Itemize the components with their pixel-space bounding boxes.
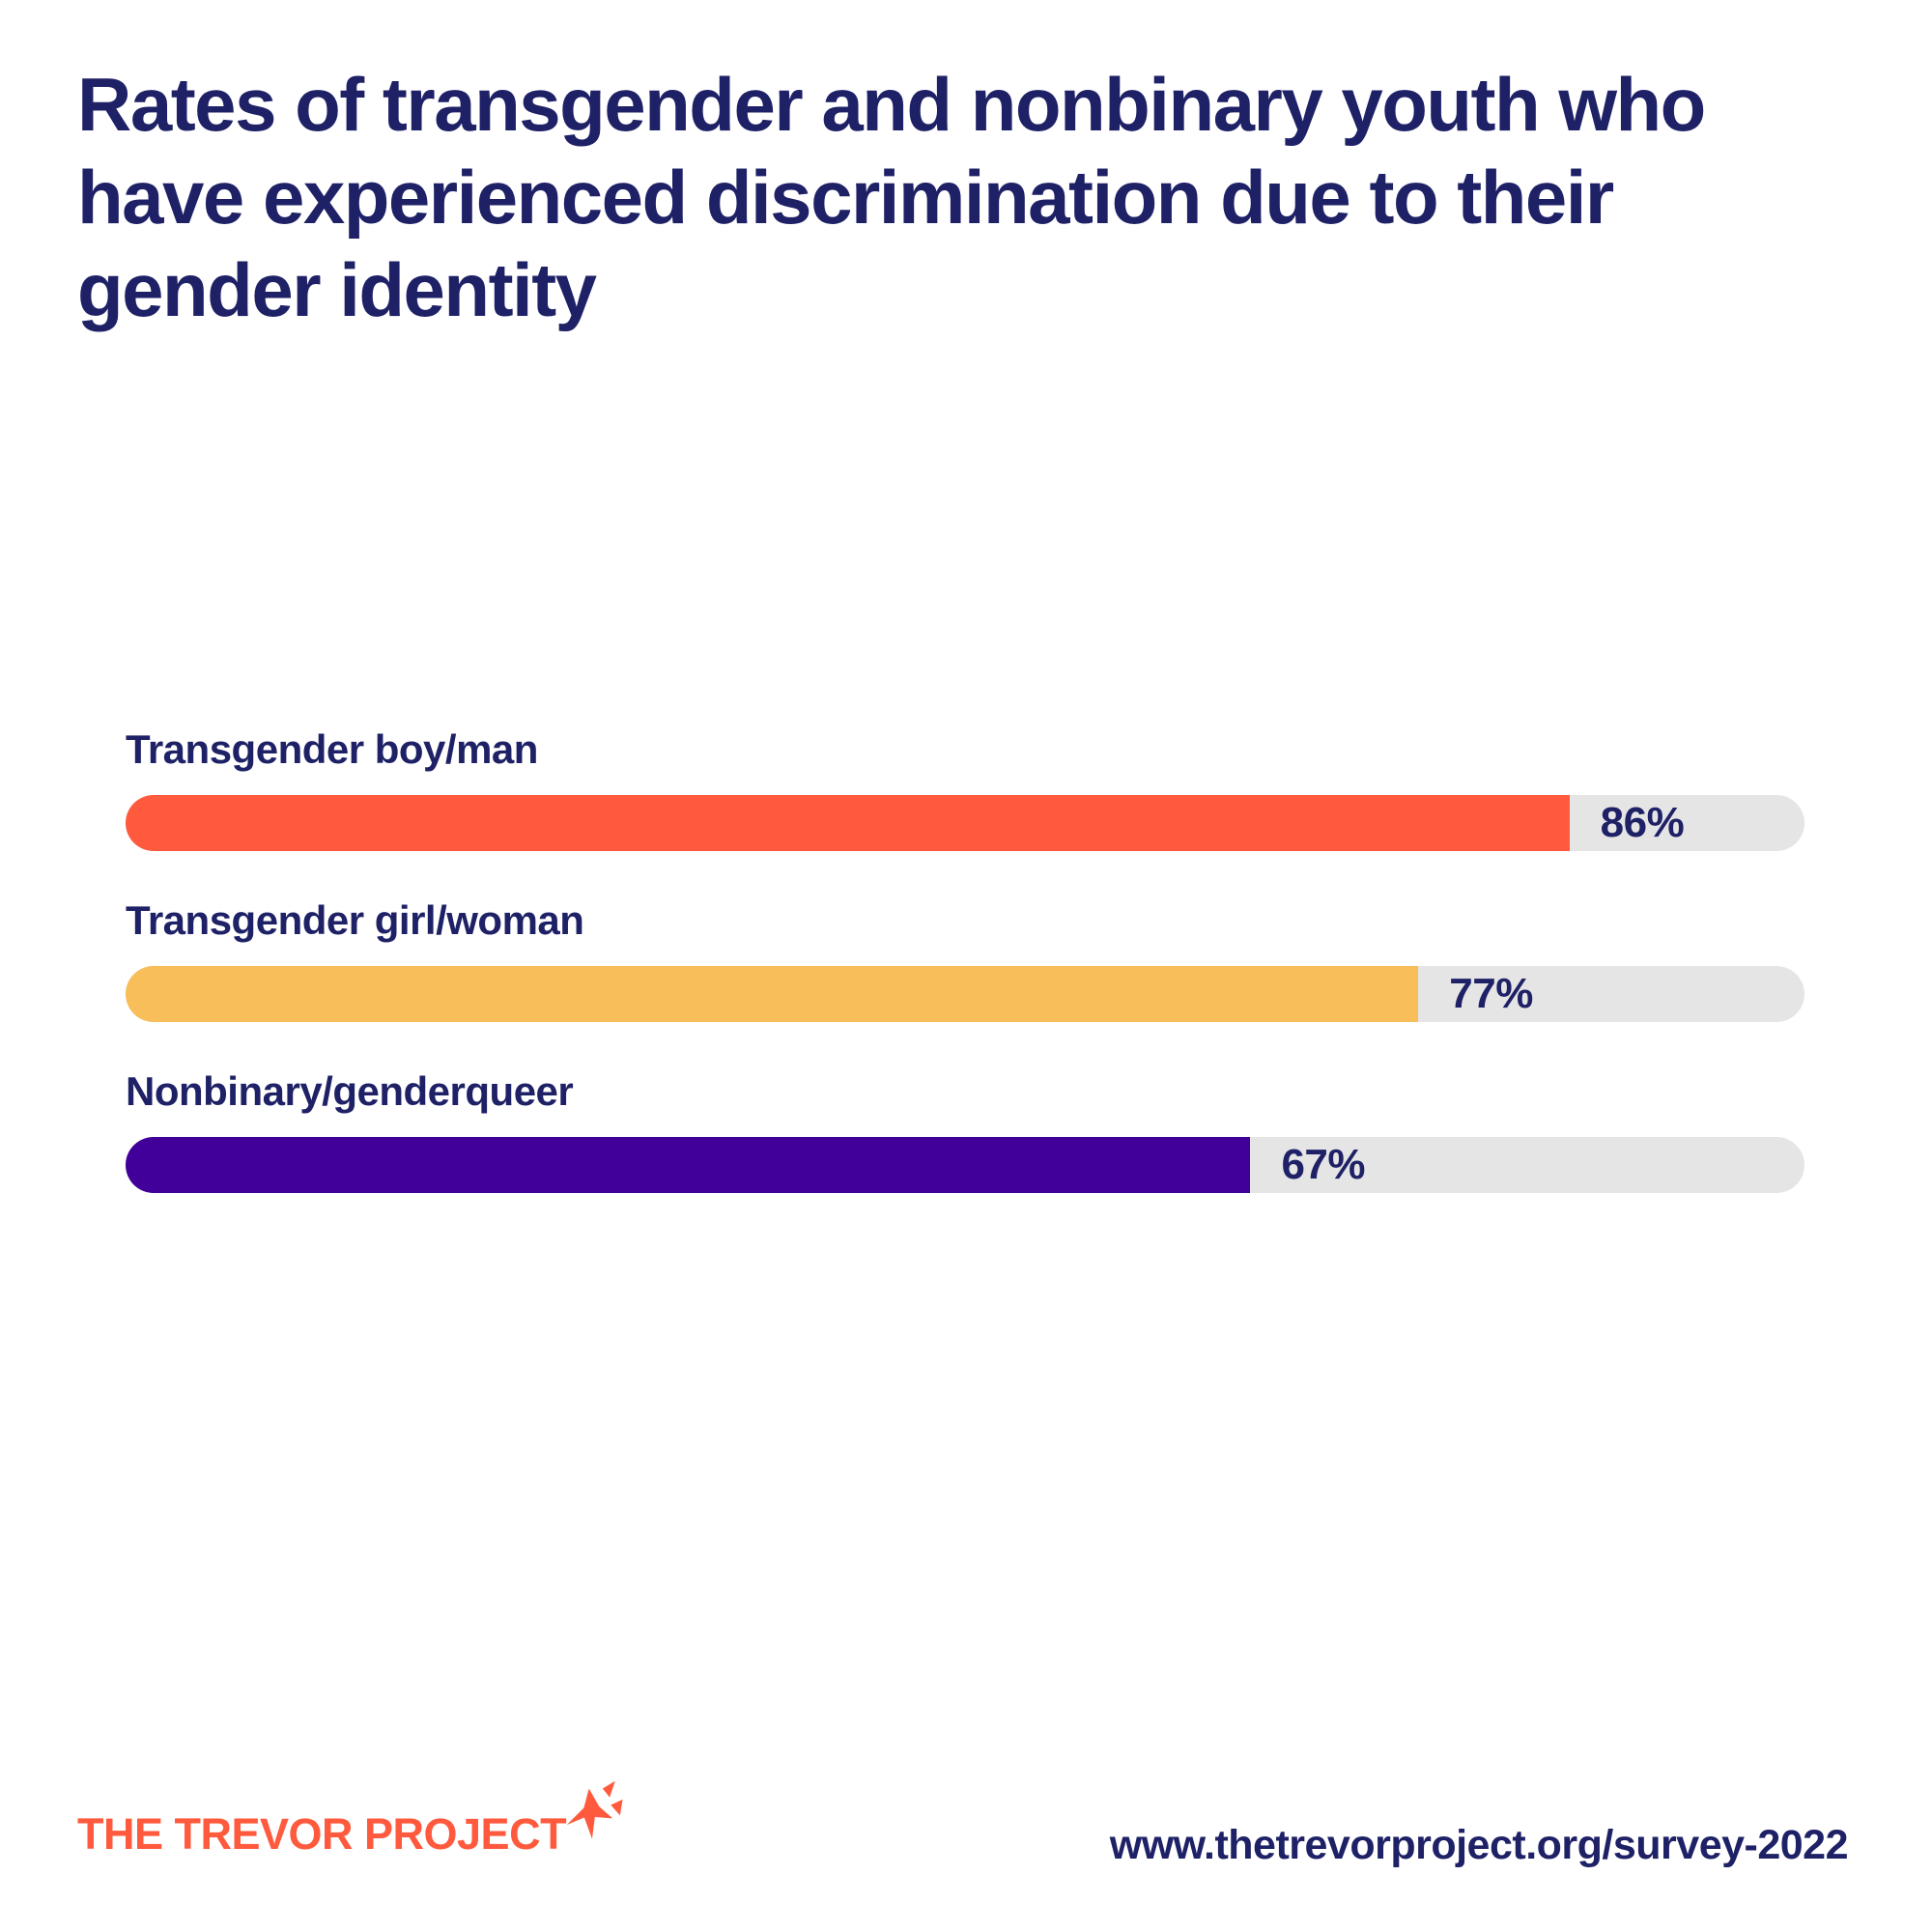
bar-track: 86% xyxy=(126,795,1804,851)
bar-row: Nonbinary/genderqueer 67% xyxy=(126,1068,1804,1193)
bar-label: Nonbinary/genderqueer xyxy=(126,1068,574,1114)
title-line-2: have experienced discrimination due to t… xyxy=(77,155,1614,240)
bar-fill xyxy=(126,966,1419,1022)
bar-track: 67% xyxy=(126,1137,1804,1193)
title-line-3: gender identity xyxy=(77,247,597,332)
bar-value: 67% xyxy=(1281,1141,1366,1188)
source-url: www.thetrevorproject.org/survey-2022 xyxy=(1109,1822,1849,1868)
bar-label: Transgender girl/woman xyxy=(126,897,584,943)
logo-text: THE TREVOR PROJECT xyxy=(77,1809,567,1859)
bar-value: 86% xyxy=(1600,799,1685,846)
bar-row: Transgender girl/woman 77% xyxy=(126,897,1804,1022)
title-line-1: Rates of transgender and nonbinary youth… xyxy=(77,62,1706,147)
bar-label: Transgender boy/man xyxy=(126,726,538,772)
page-title: Rates of transgender and nonbinary youth… xyxy=(77,58,1706,336)
bar-row: Transgender boy/man 86% xyxy=(126,726,1804,851)
trevor-project-logo: THE TREVOR PROJECT xyxy=(77,1780,626,1875)
bar-value: 77% xyxy=(1449,970,1533,1017)
sparkle-star-icon xyxy=(562,1780,626,1846)
bar-fill xyxy=(126,1137,1251,1193)
bar-fill xyxy=(126,795,1570,851)
bar-track: 77% xyxy=(126,966,1804,1022)
